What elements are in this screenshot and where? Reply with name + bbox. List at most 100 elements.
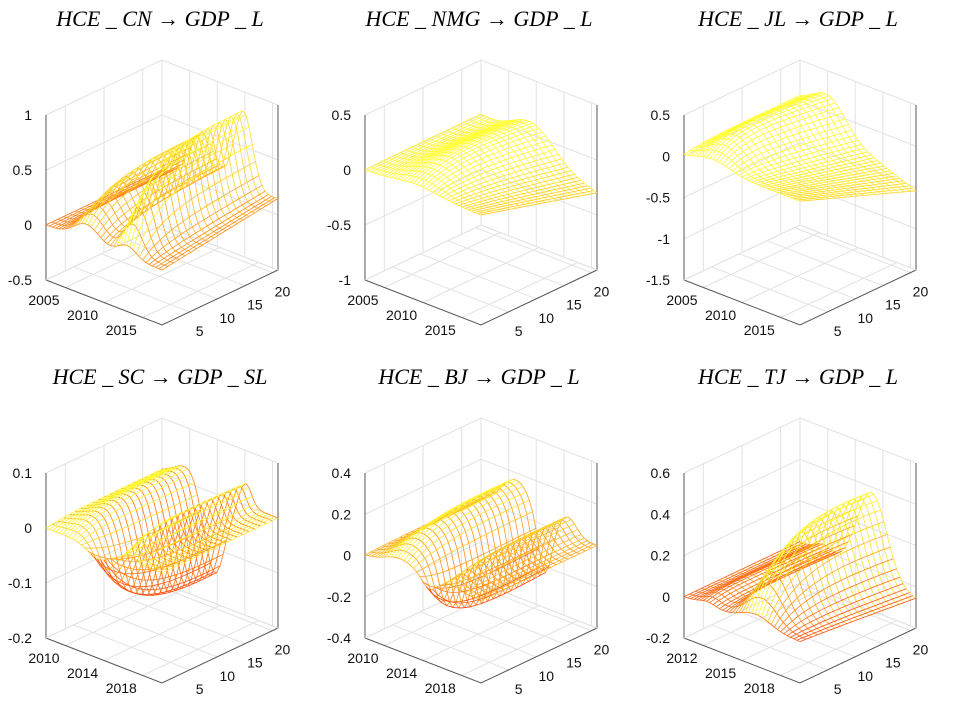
mesh-line-year: [145, 184, 263, 263]
mesh-line-year: [777, 558, 894, 630]
mesh-line-year: [777, 173, 894, 193]
mesh-line-year: [139, 503, 256, 564]
mesh-line-year: [712, 95, 830, 160]
floor-gridline: [420, 611, 537, 658]
z-tick-label: 0.4: [332, 465, 352, 481]
z-tick-label: 1: [24, 107, 32, 123]
mesh-line-year: [706, 92, 823, 158]
z-tick-label: 0.6: [651, 465, 671, 481]
z-tick-label: -0.5: [8, 272, 32, 288]
mesh-line-year: [793, 185, 910, 200]
y-tick-label: 15: [885, 655, 901, 671]
chart-title: HCE _ SC → GDP _ SL: [52, 364, 268, 389]
mesh-line-year: [106, 553, 224, 581]
axes-grid: [45, 417, 279, 684]
mesh-line-year: [448, 162, 565, 202]
floor-gridline: [384, 232, 501, 288]
floor-gridline: [65, 590, 182, 646]
mesh-line-year: [103, 164, 221, 242]
z-tick-label: -0.5: [327, 217, 351, 233]
mesh-line-year: [432, 140, 549, 193]
panel-hce-cn: HCE _ CN → GDP _ L -0.5 0 0.5 1 2005 2010 2015 5…: [0, 0, 319, 358]
y-tick-label: 20: [913, 284, 929, 300]
mesh-line-year: [464, 533, 582, 594]
mesh-line-year: [445, 158, 562, 200]
mesh-line-year: [52, 468, 169, 531]
mesh-line-year: [757, 494, 875, 616]
surface-mesh: [364, 478, 598, 609]
floor-gridline: [780, 262, 897, 318]
x-tick-label: 2010: [67, 307, 98, 323]
y-tick-label: 10: [219, 310, 235, 326]
z-tick-label: -0.1: [8, 575, 32, 591]
floor-gridline: [156, 227, 273, 274]
mesh-line-year: [780, 175, 897, 195]
mesh-line-year: [152, 513, 269, 570]
floor-gridline: [142, 620, 259, 676]
mesh-line-year: [68, 466, 185, 538]
mesh-line-year: [129, 114, 246, 248]
chart-title: HCE _ TJ → GDP _ L: [697, 364, 898, 389]
mesh-line-year: [122, 116, 240, 245]
mesh-line-year: [438, 149, 556, 196]
mesh-line-year: [693, 543, 810, 600]
z-tick-label: -0.2: [8, 630, 32, 646]
floor-gridline: [103, 247, 221, 303]
mesh-line-year: [87, 529, 205, 560]
floor-gridline: [422, 247, 540, 303]
mesh-line-year: [371, 116, 488, 173]
mesh-line-year: [738, 135, 855, 176]
y-tick-label: 20: [594, 284, 610, 300]
y-tick-label: 15: [566, 297, 582, 313]
mesh-line-year: [751, 151, 868, 183]
mesh-line-horizon: [480, 478, 598, 574]
mesh-line-year: [123, 494, 240, 556]
z-tick-label: 0.1: [13, 465, 33, 481]
floor-gridline: [739, 253, 856, 300]
mesh-line-year: [161, 198, 279, 271]
mesh-line-year: [442, 154, 559, 198]
surface-mesh: [364, 113, 598, 216]
mesh-line-year: [413, 120, 530, 184]
surface-plot-tj: HCE _ TJ → GDP _ L-0.200.20.40.620122015…: [646, 364, 929, 697]
floor-gridline: [766, 240, 884, 287]
z-tick-label: 0: [343, 162, 351, 178]
surface-plot-jl: HCE _ JL → GDP _ L-1.5-1-0.500.520052010…: [646, 6, 929, 339]
mesh-line-year: [439, 538, 556, 587]
floor-gridline: [741, 247, 859, 303]
y-tick-label: 15: [247, 655, 263, 671]
floor-gridline: [384, 590, 501, 646]
mesh-line-year: [754, 154, 871, 184]
mesh-line-year: [471, 185, 588, 212]
mesh-line-year: [380, 119, 498, 176]
mesh-line-year: [477, 543, 594, 600]
floor-gridline: [711, 624, 828, 671]
mesh-line-year: [61, 465, 179, 535]
mesh-line-year: [103, 559, 221, 591]
mesh-line-year: [409, 119, 527, 183]
mesh-line-year: [435, 144, 553, 195]
x-tick-label: 2005: [28, 292, 59, 308]
floor-gridline: [461, 620, 578, 676]
mesh-line-year: [793, 592, 910, 640]
chart-title: HCE _ JL → GDP _ L: [697, 6, 898, 31]
floor-gridline: [142, 262, 259, 318]
panel-hce-jl: HCE _ JL → GDP _ L -1.5 -1 -0.5 0 0.5 2005 2010…: [638, 0, 957, 358]
mesh-line-year: [764, 509, 881, 620]
mesh-line-year: [448, 517, 565, 585]
mesh-line-year: [400, 119, 517, 181]
mesh-line-year: [126, 485, 243, 556]
y-tick-label: 15: [247, 297, 263, 313]
floor-gridline: [422, 605, 540, 661]
mesh-line-year: [432, 566, 549, 604]
mesh-line-year: [139, 161, 256, 258]
y-tick-label: 5: [196, 323, 204, 339]
mesh-line-year: [132, 126, 250, 250]
floor-gridline: [794, 585, 911, 632]
mesh-line-year: [787, 180, 904, 197]
mesh-line-year: [709, 93, 826, 159]
mesh-line-year: [142, 508, 259, 566]
mesh-line-year: [719, 102, 836, 163]
x-tick-label: 2010: [28, 650, 59, 666]
z-tick-label: -0.2: [646, 630, 670, 646]
